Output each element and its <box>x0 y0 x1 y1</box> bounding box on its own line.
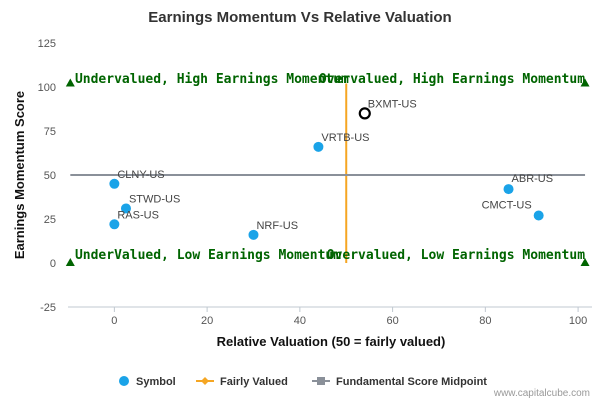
x-axis-ticks: 0 20 40 60 80 100 <box>111 307 587 327</box>
x-tick-label: 40 <box>294 315 306 327</box>
data-point-cmct-us[interactable] <box>533 210 544 221</box>
y-tick-label: 50 <box>44 170 56 182</box>
quadrant-labels: Undervalued, High Earnings MomentumOverv… <box>75 72 585 263</box>
corner-markers <box>65 78 590 266</box>
x-tick-label: 20 <box>201 315 213 327</box>
y-tick-label: 125 <box>38 38 56 50</box>
point-label: NRF-US <box>256 220 298 232</box>
chart-title: Earnings Momentum Vs Relative Valuation <box>148 9 451 26</box>
legend-label-midpoint: Fundamental Score Midpoint <box>336 376 487 388</box>
y-tick-label: 75 <box>44 126 56 138</box>
credit-text: www.capitalcube.com <box>493 388 590 399</box>
legend-label-fairly-valued: Fairly Valued <box>220 376 288 388</box>
x-axis-title: Relative Valuation (50 = fairly valued) <box>217 334 446 349</box>
point-label: BXMT-US <box>368 98 417 110</box>
data-point-vrtb-us[interactable] <box>313 141 324 152</box>
data-point-bxmt-us[interactable] <box>358 107 371 120</box>
quadrant-label: Undervalued, High Earnings Momentum <box>75 72 349 87</box>
legend-square-icon <box>317 377 325 385</box>
triangle-marker-icon <box>580 78 590 87</box>
point-label: VRTB-US <box>321 132 369 144</box>
triangle-marker-icon <box>65 78 75 87</box>
data-point-stwd-us[interactable] <box>120 203 131 214</box>
data-point-ras-us[interactable] <box>109 219 120 230</box>
legend-dot-icon <box>119 376 129 386</box>
y-axis-title: Earnings Momentum Score <box>12 91 27 259</box>
legend-label-symbol: Symbol <box>136 376 176 388</box>
quadrant-label: Overvalued, High Earnings Momentum <box>319 72 585 87</box>
quadrant-label: Overvalued, Low Earnings Momentum <box>327 248 585 263</box>
y-tick-label: 100 <box>38 82 56 94</box>
y-tick-label: 25 <box>44 214 56 226</box>
point-label: CLNY-US <box>117 169 164 181</box>
data-point-clny-us[interactable] <box>109 178 120 189</box>
data-point-nrf-us[interactable] <box>248 229 259 240</box>
point-label: ABR-US <box>512 173 554 185</box>
y-axis-ticks: -25 0 25 50 75 100 125 <box>38 38 56 314</box>
legend: Symbol Fairly Valued Fundamental Score M… <box>119 376 487 388</box>
legend-item-fairly-valued[interactable]: Fairly Valued <box>196 376 288 388</box>
triangle-marker-icon <box>580 258 590 266</box>
data-point-abr-us[interactable] <box>503 184 514 195</box>
data-points: BXMT-US VRTB-US CLNY-US STWD-US RAS-US NRF-US… <box>109 98 554 240</box>
quadrant-label: UnderValued, Low Earnings Momentum <box>75 248 341 263</box>
point-label: RAS-US <box>117 209 159 221</box>
point-label: CMCT-US <box>482 199 532 211</box>
legend-item-symbol[interactable]: Symbol <box>119 376 176 388</box>
legend-diamond-icon <box>201 377 209 385</box>
triangle-marker-icon <box>65 258 75 266</box>
x-tick-label: 0 <box>111 315 117 327</box>
x-tick-label: 60 <box>386 315 398 327</box>
y-tick-label: -25 <box>40 302 56 314</box>
x-tick-label: 100 <box>569 315 587 327</box>
point-label: STWD-US <box>129 193 180 205</box>
x-tick-label: 80 <box>479 315 491 327</box>
legend-item-midpoint[interactable]: Fundamental Score Midpoint <box>312 376 487 388</box>
y-tick-label: 0 <box>50 258 56 270</box>
